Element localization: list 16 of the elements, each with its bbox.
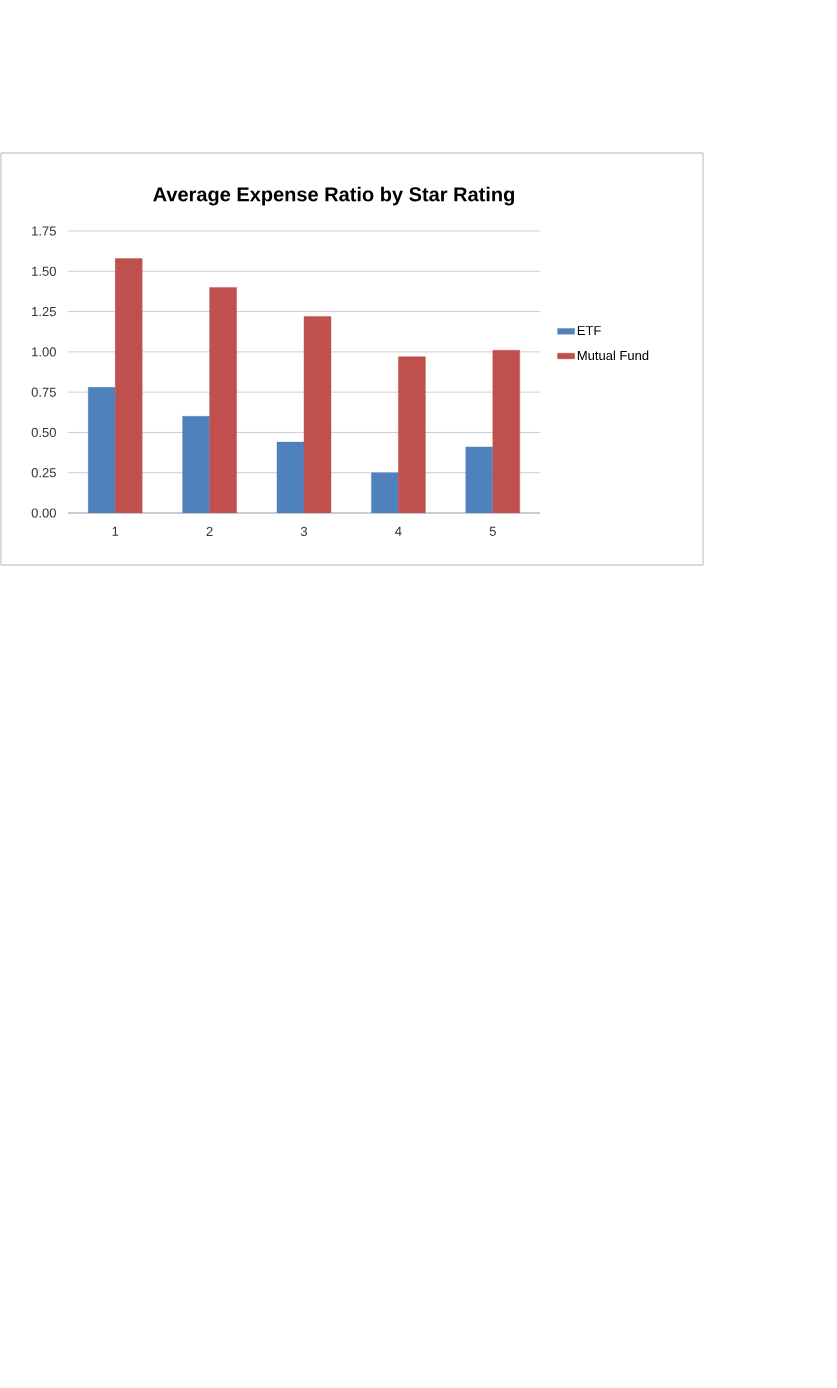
y-tick-label: 1.25 (32, 306, 56, 317)
x-tick-label: 3 (300, 526, 308, 537)
chart-title: Average Expense Ratio by Star Rating (153, 186, 514, 206)
x-tick-label: 2 (206, 526, 213, 536)
y-tick-label: 1.00 (32, 347, 56, 357)
y-tick-label: 0.25 (31, 468, 56, 478)
y-tick-label: 1.50 (32, 266, 56, 276)
y-tick-label: 0.50 (31, 427, 56, 438)
x-tick-label: 1 (112, 526, 119, 536)
legend-label: Mutual Fund (577, 350, 649, 361)
legend-label: ETF (577, 326, 601, 336)
x-tick-label: 4 (395, 526, 402, 536)
x-tick-label: 5 (489, 526, 496, 536)
y-tick-label: 0.75 (31, 387, 56, 397)
y-tick-label: 0.00 (31, 508, 56, 518)
y-tick-label: 1.75 (32, 226, 56, 236)
